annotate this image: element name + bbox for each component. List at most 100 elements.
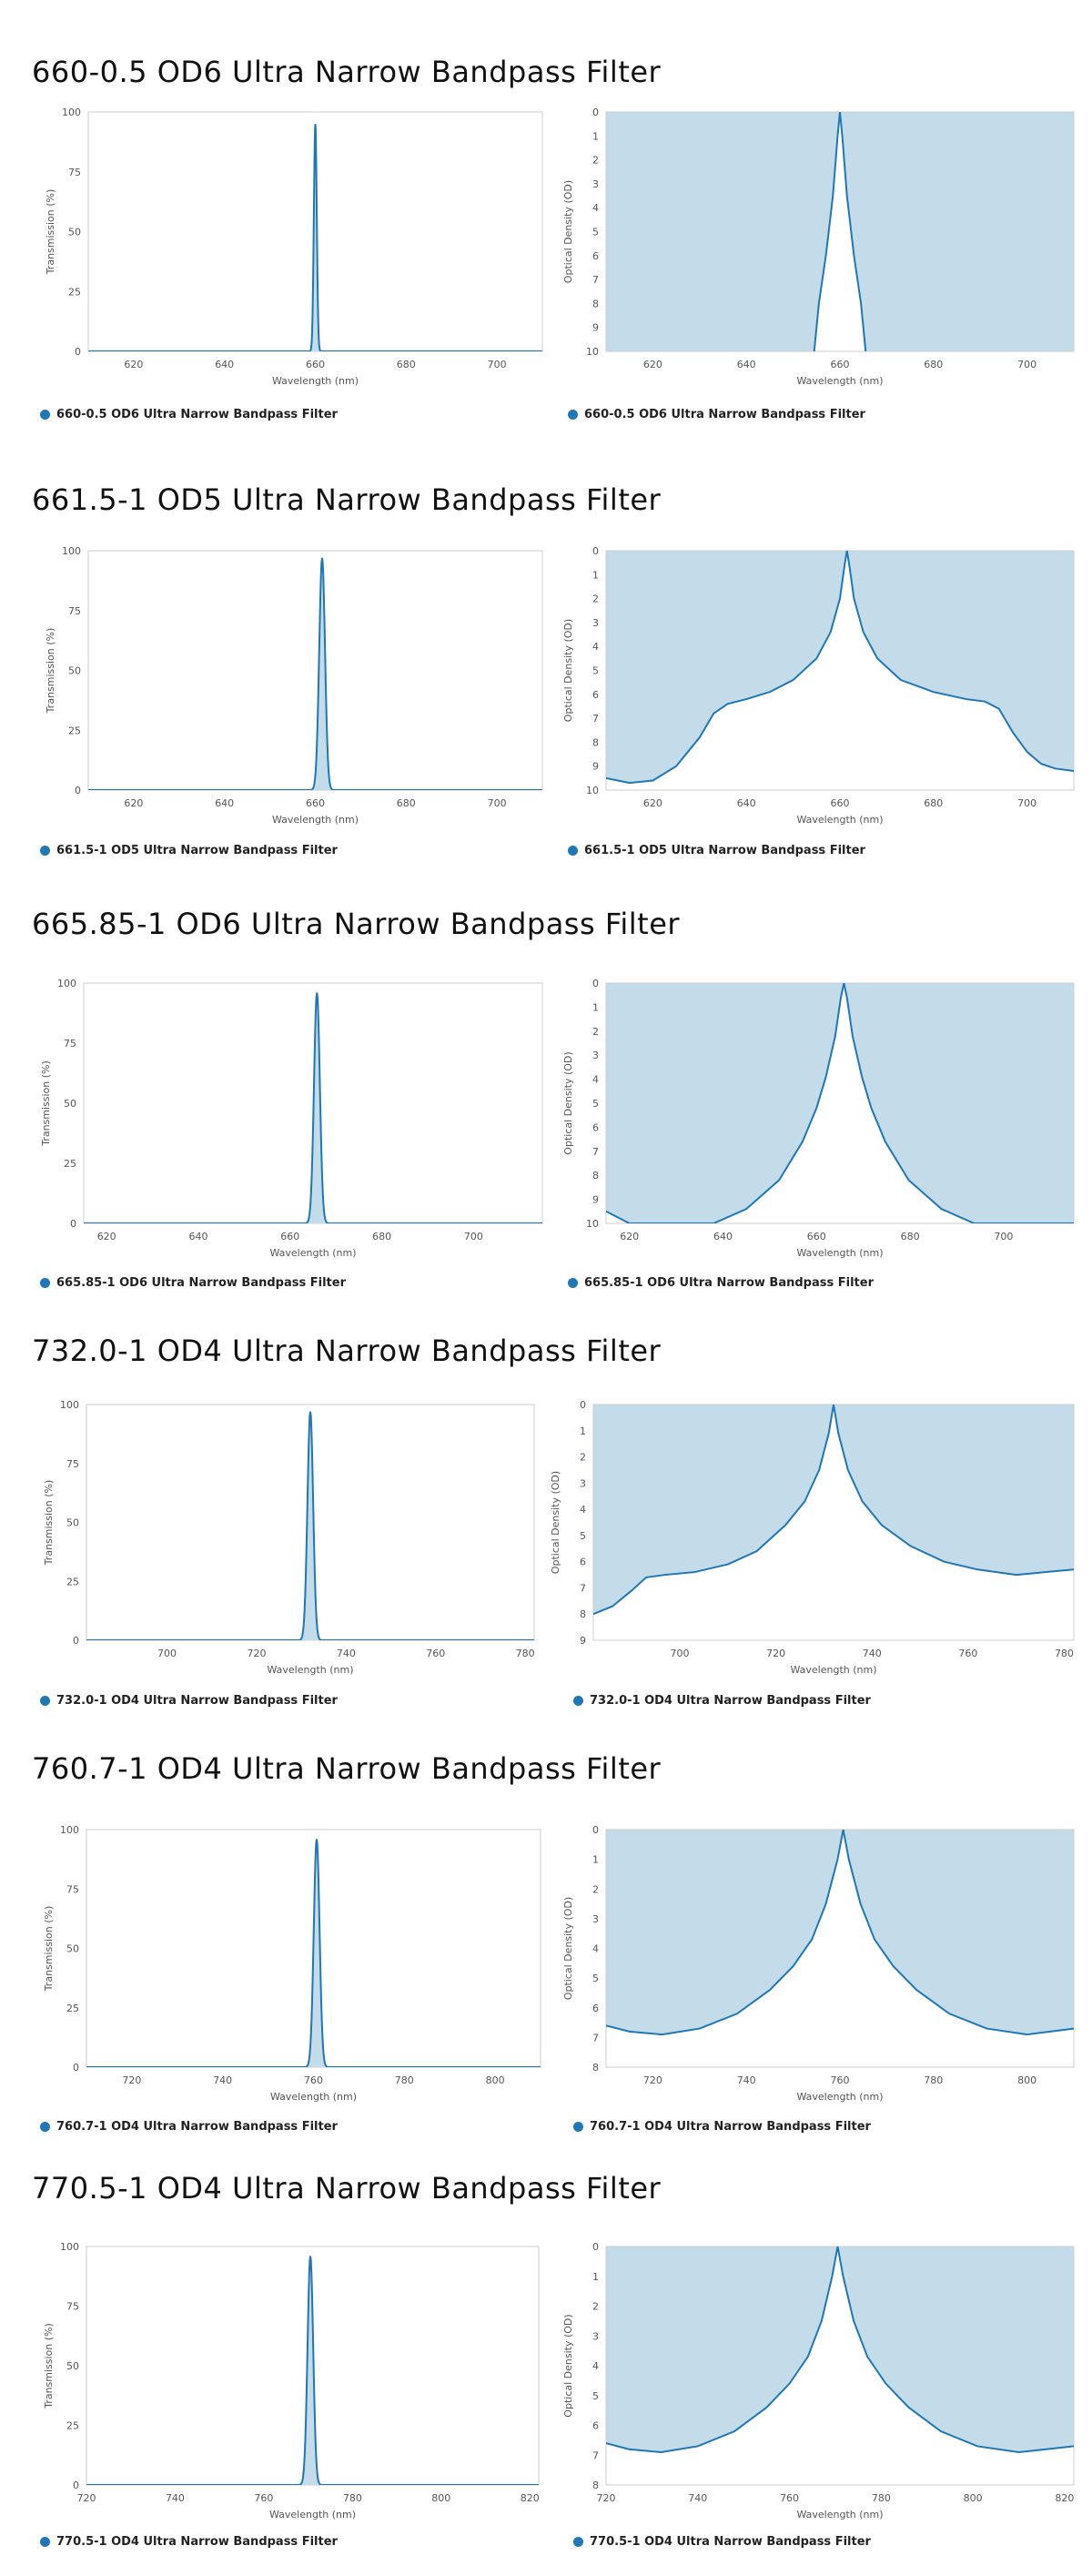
y-tick-label: 100 [60,2241,79,2253]
x-tick-label: 620 [643,359,662,370]
legend-item[interactable]: 665.85-1 OD6 Ultra Narrow Bandpass Filte… [40,1276,346,1290]
x-tick-label: 780 [924,2074,943,2086]
legend-item[interactable]: 760.7-1 OD4 Ultra Narrow Bandpass Filter [40,2120,338,2134]
transmission-series-line [88,557,542,790]
plot-frame [605,1829,1075,2068]
y-tick-label: 75 [64,1038,76,1050]
optical-density-chart: 0 1 2 3 4 5 6 7 8 9 10 620 640 660 680 700 Wavelength (n… [562,978,1075,1259]
section-title: 760.7-1 OD4 Ultra Narrow Bandpass Filter [32,1751,662,1786]
x-tick-label: 820 [521,2492,540,2504]
legend-item[interactable]: 770.5-1 OD4 Ultra Narrow Bandpass Filter [573,2535,871,2549]
legend-item[interactable]: 760.7-1 OD4 Ultra Narrow Bandpass Filter [573,2120,871,2134]
x-axis-label: Wavelength (nm) [796,2091,883,2103]
x-axis-label: Wavelength (nm) [796,814,883,826]
legend-marker [573,2122,583,2132]
legend-item[interactable]: 661.5-1 OD5 Ultra Narrow Bandpass Filter [568,844,865,857]
x-tick-label: 640 [737,797,756,809]
x-tick-label: 660 [807,1231,826,1242]
y-axis-label: Optical Density (OD) [562,180,574,283]
y-tick-label: 7 [592,1146,599,1158]
x-axis-label: Wavelength (nm) [796,1247,883,1259]
x-tick-label: 760 [780,2492,799,2504]
transmission-chart: 0 25 50 75 100 620 640 660 680 700 Wavelength (nm)… [40,978,543,1259]
x-tick-label: 700 [1017,359,1036,370]
y-tick-label: 0 [73,2062,79,2074]
y-tick-label: 10 [586,1218,599,1230]
y-tick-label: 8 [580,1608,586,1620]
y-tick-label: 5 [592,1973,599,1984]
x-tick-label: 700 [464,1231,483,1242]
legend-marker [568,410,578,420]
od-series-line [606,983,1074,1223]
legend-label: 665.85-1 OD6 Ultra Narrow Bandpass Filte… [56,1276,346,1290]
legend-label: 661.5-1 OD5 Ultra Narrow Bandpass Filter [56,844,338,857]
y-tick-label: 0 [592,2241,599,2253]
legend-item[interactable]: 665.85-1 OD6 Ultra Narrow Bandpass Filte… [568,1276,874,1290]
x-tick-label: 720 [766,1648,785,1659]
x-tick-label: 700 [488,797,507,809]
transmission-peak-fill [88,124,542,351]
legend-item[interactable]: 661.5-1 OD5 Ultra Narrow Bandpass Filter [40,844,338,857]
section-title: 770.5-1 OD4 Ultra Narrow Bandpass Filter [32,2171,662,2206]
x-axis-label: Wavelength (nm) [790,1664,876,1676]
section-title: 732.0-1 OD4 Ultra Narrow Bandpass Filter [32,1334,662,1368]
y-tick-label: 0 [75,346,81,358]
y-tick-label: 6 [592,1121,599,1133]
plot-frame [605,982,1075,1224]
legend-label: 660-0.5 OD6 Ultra Narrow Bandpass Filter [56,408,338,421]
y-tick-label: 75 [68,605,81,617]
y-tick-label: 25 [66,1576,79,1587]
y-tick-label: 100 [62,106,81,118]
y-tick-label: 5 [592,665,599,677]
y-tick-label: 3 [592,1050,599,1061]
od-clear-region [606,112,1074,351]
y-axis-label: Transmission (%) [43,1906,55,1993]
x-tick-label: 800 [1017,2074,1036,2086]
y-tick-label: 9 [592,1194,599,1206]
transmission-peak-fill [86,1411,534,1640]
y-tick-label: 1 [592,569,599,581]
legend-item[interactable]: 732.0-1 OD4 Ultra Narrow Bandpass Filter [573,1694,871,1708]
y-tick-label: 4 [592,641,599,653]
transmission-series-line [86,1839,541,2067]
legend-marker [40,846,50,856]
y-tick-label: 2 [580,1452,586,1464]
transmission-peak-fill [86,2256,539,2485]
transmission-series-line [86,2256,539,2485]
legend-marker [40,2537,50,2547]
x-tick-label: 660 [306,359,325,370]
x-tick-label: 680 [924,797,943,809]
y-tick-label: 4 [592,1074,599,1086]
y-tick-label: 0 [70,1218,76,1230]
legend-item[interactable]: 660-0.5 OD6 Ultra Narrow Bandpass Filter [40,408,338,421]
y-tick-label: 25 [64,1158,76,1170]
x-tick-label: 680 [372,1231,391,1242]
x-tick-label: 820 [1055,2492,1074,2504]
plot-frame [87,550,543,791]
x-tick-label: 800 [964,2492,983,2504]
y-tick-label: 25 [68,725,81,736]
x-tick-label: 780 [395,2074,414,2086]
x-axis-label: Wavelength (nm) [269,1247,356,1259]
x-axis-label: Wavelength (nm) [272,375,359,387]
optical-density-chart: 0 1 2 3 4 5 6 7 8 9 10 620 640 660 680 700 Wavelength (n… [562,545,1075,826]
y-axis-label: Transmission (%) [43,2323,55,2409]
section-title: 665.85-1 OD6 Ultra Narrow Bandpass Filte… [32,907,681,941]
od-clear-region [593,1405,1074,1640]
legend-item[interactable]: 732.0-1 OD4 Ultra Narrow Bandpass Filter [40,1694,338,1708]
y-tick-label: 25 [68,286,81,298]
y-axis-label: Optical Density (OD) [562,1051,574,1154]
y-tick-label: 100 [60,1399,79,1411]
y-tick-label: 0 [592,1824,599,1836]
transmission-series-line [84,992,542,1223]
legend-item[interactable]: 770.5-1 OD4 Ultra Narrow Bandpass Filter [40,2535,338,2549]
y-tick-label: 6 [592,2420,599,2432]
y-tick-label: 100 [57,978,76,989]
x-tick-label: 700 [157,1648,177,1659]
transmission-chart: 0 25 50 75 100 720 740 760 780 800 820 Wavelength (… [43,2241,540,2520]
legend-item[interactable]: 660-0.5 OD6 Ultra Narrow Bandpass Filter [568,408,865,421]
x-axis-label: Wavelength (nm) [267,1664,353,1676]
x-tick-label: 700 [488,359,507,370]
legend-marker [40,2122,50,2132]
od-series-line [813,112,867,351]
